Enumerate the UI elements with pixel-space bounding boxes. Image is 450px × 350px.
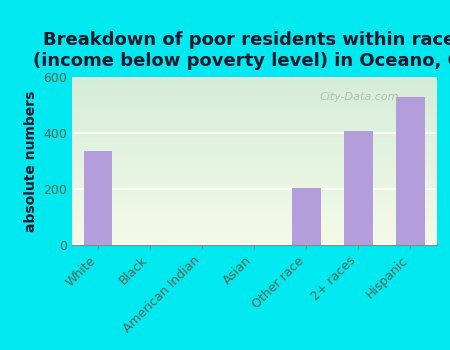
Bar [292, 188, 321, 245]
Bar [396, 97, 425, 245]
Bar [344, 131, 373, 245]
Y-axis label: absolute numbers: absolute numbers [24, 90, 38, 232]
Text: City-Data.com: City-Data.com [320, 92, 399, 102]
Bar [84, 151, 112, 245]
Title: Breakdown of poor residents within races
(income below poverty level) in Oceano,: Breakdown of poor residents within races… [33, 31, 450, 70]
